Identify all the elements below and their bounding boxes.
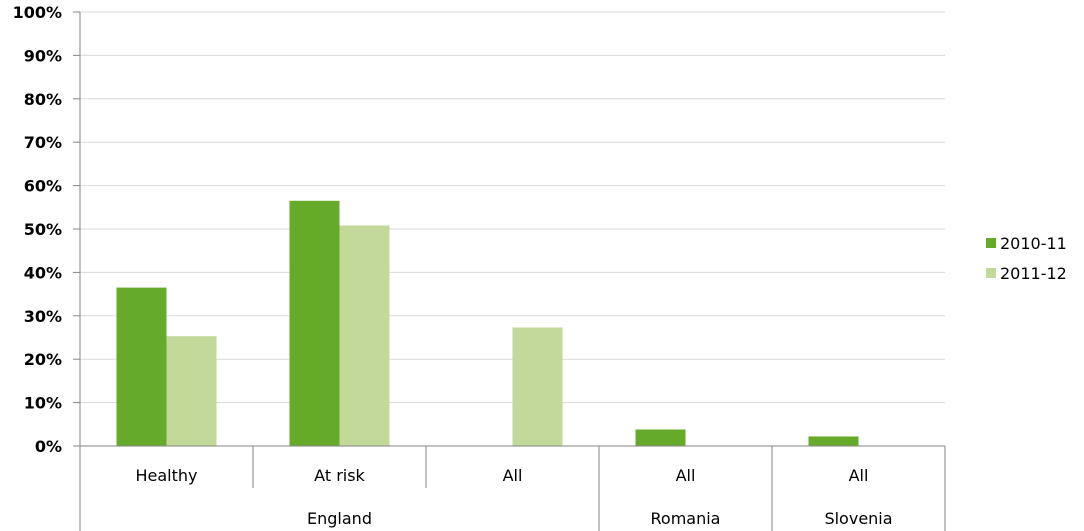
y-tick-label: 90%: [24, 46, 62, 65]
group-label: Slovenia: [824, 509, 892, 528]
x-tick-label: All: [503, 466, 523, 485]
legend: 2010-11 2011-12: [986, 230, 1067, 290]
x-tick-label: All: [676, 466, 696, 485]
x-tick-label: Healthy: [135, 466, 197, 485]
bar-2011-12-0: [166, 336, 217, 446]
legend-swatch-2011-12: [986, 268, 996, 278]
legend-swatch-2010-11: [986, 238, 996, 248]
y-tick-label: 0%: [35, 437, 62, 456]
bar-2010-11-4: [808, 436, 859, 446]
group-label: England: [307, 509, 372, 528]
legend-item-2010-11: 2010-11: [986, 230, 1067, 256]
y-tick-label: 70%: [24, 133, 62, 152]
y-tick-label: 40%: [24, 263, 62, 282]
x-tick-label: At risk: [314, 466, 365, 485]
bar-2010-11-1: [289, 200, 340, 446]
y-tick-label: 100%: [13, 3, 62, 22]
bar-2011-12-2: [512, 327, 563, 446]
y-tick-label: 50%: [24, 220, 62, 239]
bar-2010-11-3: [635, 429, 686, 446]
y-tick-label: 30%: [24, 307, 62, 326]
group-label: Romania: [651, 509, 721, 528]
y-tick-label: 20%: [24, 350, 62, 369]
y-tick-label: 80%: [24, 90, 62, 109]
bar-2011-12-1: [339, 225, 390, 446]
y-tick-label: 10%: [24, 394, 62, 413]
legend-label-2011-12: 2011-12: [1000, 263, 1067, 283]
legend-item-2011-12: 2011-12: [986, 260, 1067, 286]
y-tick-label: 60%: [24, 177, 62, 196]
bar-2010-11-0: [116, 287, 167, 446]
legend-label-2010-11: 2010-11: [1000, 233, 1067, 253]
x-tick-label: All: [849, 466, 869, 485]
